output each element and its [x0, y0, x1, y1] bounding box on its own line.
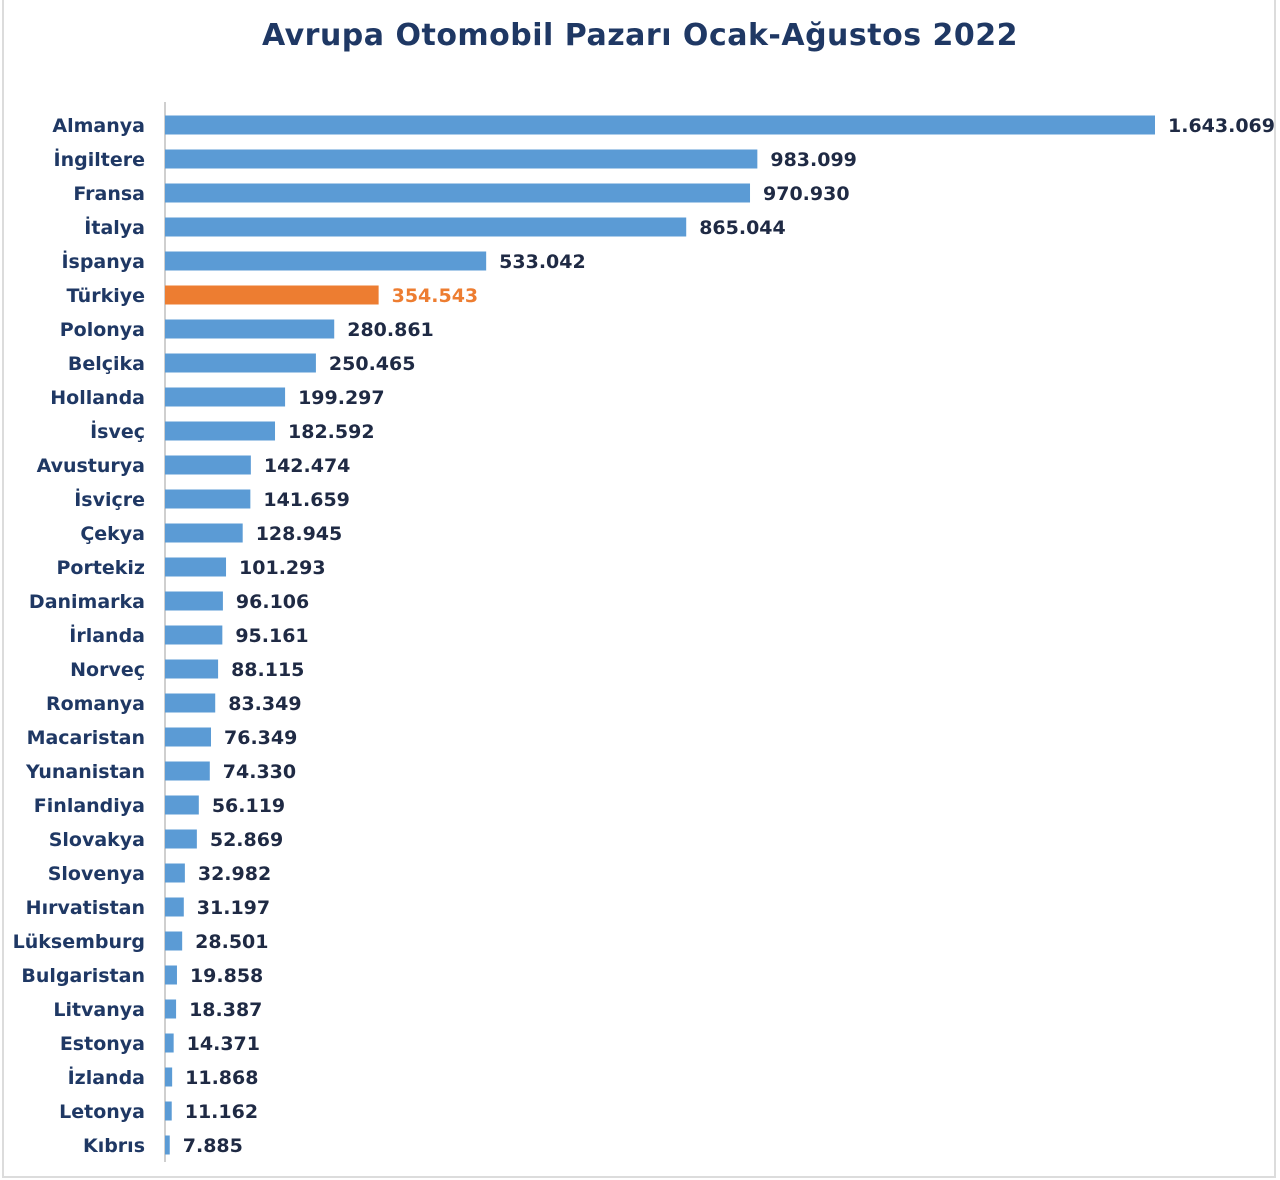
- value-label: 19.858: [190, 965, 263, 987]
- category-label: İtalya: [84, 215, 145, 239]
- value-label: 31.197: [197, 897, 270, 919]
- bar: [165, 829, 197, 849]
- bar: [165, 693, 216, 713]
- category-label: Almanya: [52, 115, 145, 137]
- category-label: Yunanistan: [25, 761, 145, 783]
- value-label: 88.115: [231, 659, 304, 681]
- category-label: Kıbrıs: [83, 1135, 145, 1157]
- value-label: 52.869: [210, 829, 283, 851]
- value-label: 32.982: [198, 863, 271, 885]
- bar: [165, 489, 251, 509]
- category-label: Lüksemburg: [13, 931, 145, 953]
- category-label: Fransa: [73, 183, 145, 205]
- bar: [165, 1101, 172, 1121]
- chart-title: Avrupa Otomobil Pazarı Ocak-Ağustos 2022: [261, 18, 1019, 53]
- value-label: 128.945: [256, 523, 343, 545]
- category-label: Türkiye: [67, 285, 145, 307]
- bar: [165, 897, 184, 917]
- category-label: İrlanda: [69, 623, 145, 647]
- category-label: İzlanda: [68, 1065, 145, 1089]
- bar: [165, 353, 316, 373]
- bar: [165, 1067, 173, 1087]
- category-label: İsveç: [90, 419, 145, 443]
- value-label: 280.861: [347, 319, 434, 341]
- category-label: Macaristan: [27, 727, 145, 749]
- bar: [165, 727, 212, 747]
- category-label: Polonya: [60, 319, 145, 341]
- bar: [165, 999, 177, 1019]
- bar: [165, 387, 286, 407]
- category-label: Finlandiya: [34, 795, 145, 817]
- value-label: 101.293: [239, 557, 326, 579]
- category-label: Portekiz: [56, 557, 145, 579]
- category-label: İsviçre: [74, 487, 145, 511]
- bar: [165, 183, 751, 203]
- value-label: 250.465: [329, 353, 416, 375]
- category-label: İspanya: [61, 249, 145, 273]
- value-label: 1.643.069: [1168, 115, 1275, 137]
- category-label: Hollanda: [50, 387, 145, 409]
- value-label: 983.099: [770, 149, 857, 171]
- value-label: 141.659: [263, 489, 350, 511]
- bars-group: Almanya 1.643.069 İngiltere 983.099 Fransa 97…: [13, 115, 1275, 1157]
- bar: [165, 931, 183, 951]
- value-label: 11.162: [185, 1101, 258, 1123]
- category-label: Letonya: [59, 1101, 145, 1123]
- category-label: Litvanya: [53, 999, 145, 1021]
- bar: [165, 965, 177, 985]
- value-label: 142.474: [264, 455, 351, 477]
- category-label: Danimarka: [29, 591, 145, 613]
- value-label: 76.349: [224, 727, 297, 749]
- bar: [165, 795, 199, 815]
- category-label: Norveç: [70, 659, 145, 681]
- bar: [165, 421, 276, 441]
- value-label: 74.330: [223, 761, 296, 783]
- value-label: 56.119: [212, 795, 285, 817]
- bar: [165, 319, 335, 339]
- value-label: 28.501: [195, 931, 268, 953]
- category-label: Hırvatistan: [26, 897, 145, 919]
- bar: [165, 557, 227, 577]
- bar: [165, 217, 687, 237]
- value-label: 96.106: [236, 591, 309, 613]
- category-label: Slovakya: [49, 829, 145, 851]
- category-label: Estonya: [60, 1033, 145, 1055]
- value-label: 199.297: [298, 387, 385, 409]
- bar: [165, 591, 223, 611]
- value-label: 18.387: [189, 999, 262, 1021]
- bar: [165, 523, 243, 543]
- category-label: Çekya: [80, 523, 145, 545]
- value-label: 970.930: [763, 183, 850, 205]
- category-label: Slovenya: [48, 863, 145, 885]
- bar: [165, 625, 223, 645]
- category-label: İngiltere: [54, 147, 145, 171]
- category-label: Bulgaristan: [21, 965, 145, 987]
- bar: [165, 863, 185, 883]
- value-label: 354.543: [392, 285, 479, 307]
- value-label: 182.592: [288, 421, 375, 443]
- value-label: 95.161: [235, 625, 308, 647]
- value-label: 83.349: [228, 693, 301, 715]
- bar: [165, 251, 487, 271]
- bar: [165, 455, 251, 475]
- value-label: 11.868: [185, 1067, 258, 1089]
- category-label: Belçika: [68, 353, 145, 375]
- bar: [165, 115, 1155, 135]
- bar: [165, 149, 758, 169]
- value-label: 7.885: [183, 1135, 243, 1157]
- bar: [165, 659, 219, 679]
- value-label: 14.371: [187, 1033, 260, 1055]
- bar: [165, 1033, 174, 1053]
- bar-highlight: [165, 285, 379, 305]
- bar: [165, 761, 210, 781]
- category-label: Avusturya: [37, 455, 145, 477]
- category-label: Romanya: [46, 693, 145, 715]
- bar: [165, 1135, 170, 1155]
- value-label: 865.044: [699, 217, 786, 239]
- value-label: 533.042: [499, 251, 586, 273]
